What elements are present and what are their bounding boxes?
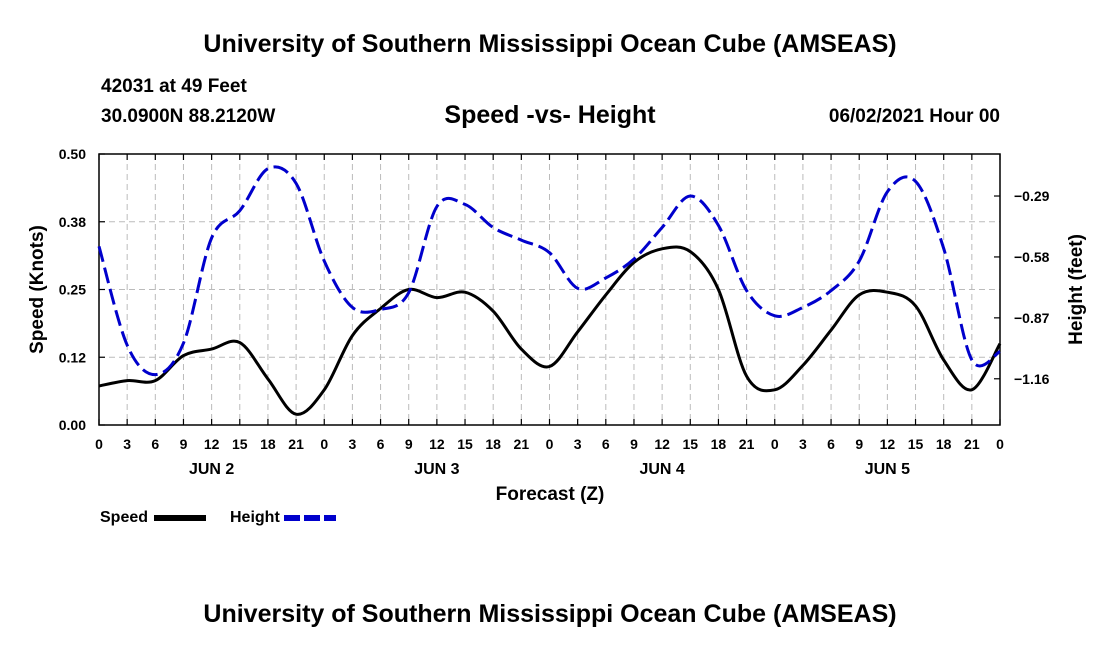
speed-series-line	[98, 245, 1002, 416]
x-tick-label: 3	[574, 436, 582, 452]
y2-axis-label: Height (feet)	[1066, 234, 1087, 345]
y2-tick-label: −0.29	[1014, 188, 1050, 204]
y-tick-label: 0.12	[59, 349, 86, 365]
x-tick-label: 21	[739, 436, 755, 452]
legend-height-label: Height	[230, 509, 280, 526]
day-label: JUN 5	[865, 461, 910, 478]
legend-speed-label: Speed	[100, 509, 149, 526]
speed-height-chart: 0 3 6 9 12 15 18 21 0 3 6 9 12 15 18 21 0 3 6 9 12 15 18 21 0 3 6 9…	[27, 146, 1087, 505]
x-tick-label: 15	[682, 436, 698, 452]
legend-speed: Speed	[100, 509, 207, 527]
x-axis-label: Forecast (Z)	[496, 484, 605, 505]
y-tick-label: 0.38	[59, 214, 86, 230]
y-tick-label: 0.50	[59, 146, 86, 162]
date-label: 06/02/2021 Hour 00	[828, 106, 1000, 127]
x-tick-label: 0	[996, 436, 1004, 452]
legend-height-dashed-line-icon	[284, 514, 337, 521]
grid-lines	[99, 154, 1000, 425]
legend-speed-line-icon	[154, 514, 207, 521]
chart-title: Speed -vs- Height	[444, 101, 656, 129]
x-tick-label: 0	[771, 436, 779, 452]
x-tick-label: 21	[288, 436, 304, 452]
x-tick-label: 0	[320, 436, 328, 452]
x-tick-label: 12	[429, 436, 445, 452]
y-axis-label: Speed (Knots)	[27, 225, 48, 354]
y2-tick-label: −0.87	[1014, 310, 1050, 326]
x-tick-label: 0	[546, 436, 554, 452]
x-tick-label: 3	[799, 436, 807, 452]
station-label: 42031 at 49 Feet	[101, 76, 247, 97]
x-tick-label: 12	[204, 436, 220, 452]
y-tick-label: 0.25	[59, 282, 86, 298]
x-tick-label: 6	[602, 436, 610, 452]
x-tick-label: 12	[880, 436, 896, 452]
x-tick-label: 6	[151, 436, 159, 452]
x-tick-label: 15	[908, 436, 924, 452]
x-tick-label: 6	[827, 436, 835, 452]
footer-title: University of Southern Mississippi Ocean…	[203, 600, 897, 628]
x-tick-label: 9	[855, 436, 863, 452]
series-layer	[97, 165, 1002, 416]
day-label: JUN 2	[189, 461, 234, 478]
day-label: JUN 4	[639, 461, 684, 478]
x-tick-label: 9	[180, 436, 188, 452]
day-label: JUN 3	[414, 461, 459, 478]
x-tick-label: 3	[123, 436, 131, 452]
x-tick-label: 21	[514, 436, 530, 452]
x-tick-label: 15	[457, 436, 473, 452]
x-tick-label: 18	[936, 436, 952, 452]
x-tick-label: 18	[711, 436, 727, 452]
y-tick-label: 0.00	[59, 417, 86, 433]
x-tick-label: 15	[232, 436, 248, 452]
x-tick-label: 18	[485, 436, 501, 452]
height-series-line	[97, 165, 1001, 377]
y2-tick-label: −0.58	[1014, 249, 1050, 265]
y2-tick-label: −1.16	[1014, 371, 1050, 387]
x-tick-label: 6	[377, 436, 385, 452]
page-title: University of Southern Mississippi Ocean…	[203, 30, 897, 58]
x-tick-label: 18	[260, 436, 276, 452]
coordinates-label: 30.0900N 88.2120W	[101, 106, 276, 127]
x-tick-label: 21	[964, 436, 980, 452]
legend-height: Height	[230, 509, 337, 527]
axis-ticks	[98, 153, 1001, 426]
x-tick-label: 9	[405, 436, 413, 452]
x-tick-label: 0	[95, 436, 103, 452]
tick-labels: 0 3 6 9 12 15 18 21 0 3 6 9 12 15 18 21 0 3 6 9 12 15 18 21 0 3 6 9…	[59, 146, 1050, 478]
x-tick-label: 12	[654, 436, 670, 452]
x-tick-label: 3	[349, 436, 357, 452]
x-tick-label: 9	[630, 436, 638, 452]
